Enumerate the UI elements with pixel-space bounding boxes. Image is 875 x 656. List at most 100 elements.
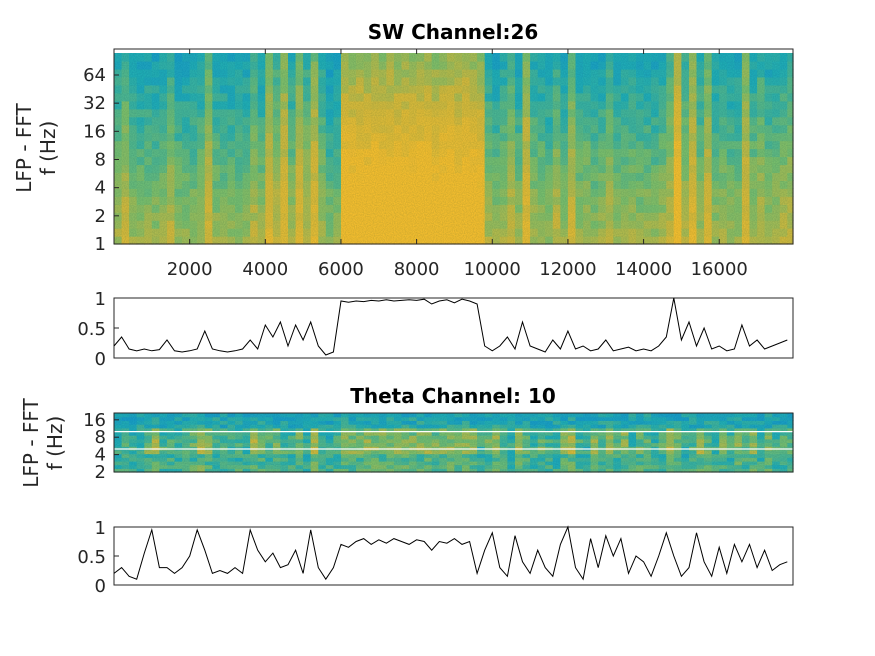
spectrogram-cell: [704, 420, 713, 425]
spectrogram-cell: [378, 460, 387, 466]
spectrogram-cell: [182, 84, 191, 94]
spectrogram-cell: [219, 468, 229, 473]
spectrogram-cell: [341, 449, 350, 455]
spectrogram-cell: [552, 124, 561, 134]
spectrogram-cell: [144, 76, 153, 86]
spectrogram-cell: [167, 416, 176, 421]
spectrogram-cell: [363, 68, 372, 78]
spectrogram-cell: [583, 431, 592, 436]
spectrogram-cell: [227, 438, 236, 444]
spectrogram-cell: [386, 108, 395, 118]
spectrogram-cell: [530, 435, 539, 440]
spectrogram-cell: [401, 446, 410, 451]
spectrogram-cell: [757, 212, 766, 221]
spectrogram-cell: [257, 446, 266, 451]
spectrogram-cell: [515, 196, 524, 205]
spectrogram-cell: [492, 164, 501, 173]
spectrogram-cell: [643, 464, 652, 469]
spectrogram-cell: [424, 156, 433, 166]
spectrogram-cell: [272, 156, 282, 166]
spectrogram-cell: [174, 53, 183, 62]
spectrogram-cell: [325, 413, 334, 418]
spectrogram-cell: [416, 84, 425, 94]
spectrogram-cell: [741, 420, 751, 425]
spectrogram-cell: [333, 212, 342, 221]
spectrogram-cell: [431, 438, 440, 444]
spectrogram-cell: [515, 148, 524, 158]
spectrogram-cell: [393, 212, 403, 221]
spectrogram-cell: [333, 204, 342, 213]
spectrogram-cell: [749, 84, 758, 94]
spectrogram-cell: [719, 457, 728, 462]
spectrogram-cell: [613, 413, 622, 418]
spectrogram-cell: [734, 446, 743, 451]
spectrogram-cell: [318, 53, 327, 62]
spectrogram-cell: [522, 435, 531, 440]
spectrogram-cell: [651, 132, 660, 142]
spectrogram-cell: [288, 457, 297, 462]
spectrogram-cell: [462, 220, 471, 229]
spectrogram-cell: [265, 156, 274, 166]
spectrogram-cell: [371, 228, 380, 237]
spectrogram-cell: [499, 140, 508, 150]
spectrogram-cell: [257, 68, 266, 78]
spectrogram-cell: [741, 413, 751, 418]
spectrogram-cell: [772, 464, 781, 469]
spectrogram-cell: [726, 413, 735, 418]
spectrogram-cell: [121, 188, 130, 197]
spectrogram-cell: [204, 212, 213, 221]
spectrogram-cell: [764, 188, 773, 197]
spectrogram-cell: [757, 124, 766, 134]
spectrogram-cell: [719, 100, 728, 110]
spectrogram-cell: [673, 468, 682, 473]
spectrogram-cell: [515, 116, 524, 126]
spectrogram-cell: [560, 228, 569, 237]
spectrogram-cell: [121, 156, 130, 166]
spectrogram-cell: [764, 84, 773, 94]
spectrogram-cell: [522, 164, 531, 173]
spectrogram-cell: [507, 180, 516, 189]
spectrogram-cell: [348, 413, 357, 418]
spectrogram-cell: [204, 446, 213, 451]
spectrogram-cell: [757, 220, 766, 229]
spectrogram-cell: [734, 424, 743, 429]
spectrogram-cell: [431, 68, 440, 78]
spectrogram-cell: [424, 204, 433, 213]
spectrogram-cell: [741, 92, 751, 102]
spectrogram-cell: [522, 438, 531, 444]
spectrogram-cell: [144, 124, 153, 134]
spectrogram-cell: [378, 84, 387, 94]
spectrogram-cell: [628, 180, 637, 189]
spectrogram-cell: [401, 220, 410, 229]
spectrogram-cell: [288, 460, 297, 466]
spectrogram-cell: [310, 140, 319, 150]
spectrogram-cell: [416, 148, 425, 158]
sw-ylabel-line1: LFP - FFT: [12, 102, 36, 192]
spectrogram-cell: [167, 196, 176, 205]
spectrogram-cell: [204, 132, 213, 142]
spectrogram-cell: [280, 100, 289, 110]
spectrogram-cell: [598, 449, 607, 455]
spectrogram-cell: [779, 413, 788, 418]
spectrogram-cell: [431, 132, 440, 142]
spectrogram-cell: [522, 100, 531, 110]
spectrogram-cell: [666, 228, 675, 237]
spectrogram-cell: [189, 438, 198, 444]
spectrogram-cell: [605, 427, 614, 433]
spectrogram-cell: [696, 236, 705, 245]
spectrogram-cell: [636, 420, 645, 425]
spectrogram-cell: [666, 196, 675, 205]
spectrogram-cell: [371, 61, 380, 70]
spectrogram-cell: [484, 68, 493, 78]
spectrogram-cell: [159, 416, 168, 421]
spectrogram-cell: [401, 108, 410, 118]
spectrogram-cell: [114, 449, 123, 455]
spectrogram-cell: [673, 212, 682, 221]
spectrogram-cell: [265, 212, 274, 221]
spectrogram-cell: [499, 116, 508, 126]
spectrogram-cell: [613, 435, 622, 440]
spectrogram-cell: [764, 435, 773, 440]
spectrogram-cell: [295, 464, 304, 469]
spectrogram-cell: [446, 464, 456, 469]
spectrogram-cell: [409, 108, 418, 118]
